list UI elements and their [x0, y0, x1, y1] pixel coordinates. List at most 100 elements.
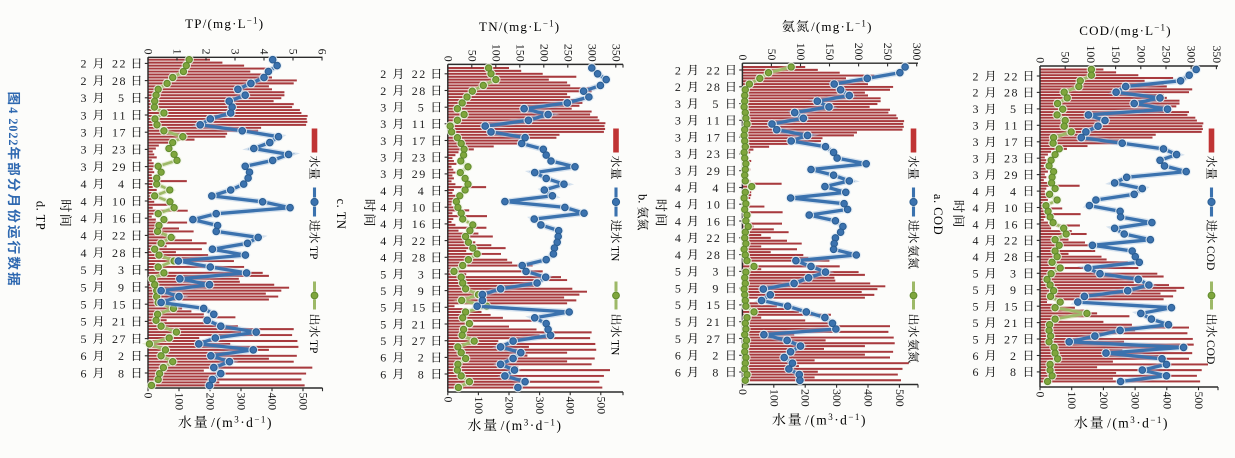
svg-text:1: 1 — [112, 108, 118, 122]
svg-text:4: 4 — [675, 214, 681, 228]
svg-text:TN/(mg·L−1): TN/(mg·L−1) — [479, 19, 560, 35]
svg-text:4: 4 — [973, 184, 979, 198]
svg-text:1: 1 — [120, 108, 126, 122]
svg-text:a. COD: a. COD — [931, 194, 945, 235]
svg-text:2: 2 — [112, 57, 118, 71]
svg-text:5: 5 — [675, 332, 681, 346]
svg-text:b.: b. — [636, 194, 650, 203]
svg-text:4: 4 — [675, 231, 681, 245]
svg-text:6: 6 — [675, 365, 681, 379]
svg-text:2: 2 — [706, 63, 712, 77]
svg-text:1: 1 — [412, 117, 418, 131]
svg-text:TP: TP — [307, 246, 319, 259]
svg-text:2: 2 — [706, 231, 712, 245]
svg-text:500: 500 — [1192, 392, 1206, 410]
svg-text:9: 9 — [712, 281, 718, 295]
svg-text:2: 2 — [412, 234, 418, 248]
svg-text:6: 6 — [316, 49, 330, 55]
svg-text:4: 4 — [418, 184, 424, 198]
svg-text:3: 3 — [120, 143, 126, 157]
svg-text:1: 1 — [1004, 119, 1010, 133]
svg-text:8: 8 — [714, 80, 720, 94]
svg-text:2: 2 — [675, 63, 681, 77]
svg-text:4: 4 — [675, 248, 681, 262]
svg-text:0: 0 — [441, 56, 455, 62]
svg-text:1: 1 — [1004, 201, 1010, 215]
svg-text:2: 2 — [706, 332, 712, 346]
svg-text:6: 6 — [973, 365, 979, 379]
svg-text:1: 1 — [112, 126, 118, 140]
svg-text:50: 50 — [465, 50, 479, 62]
svg-text:5: 5 — [714, 298, 720, 312]
svg-text:1: 1 — [419, 317, 425, 331]
svg-text:100: 100 — [489, 44, 503, 62]
svg-text:6: 6 — [973, 349, 979, 363]
svg-text:300: 300 — [1185, 45, 1199, 63]
svg-text:500: 500 — [893, 389, 907, 407]
svg-text:2: 2 — [412, 84, 418, 98]
svg-text:2: 2 — [675, 80, 681, 94]
svg-text:2: 2 — [112, 74, 118, 88]
svg-text:4: 4 — [675, 198, 681, 212]
svg-text:9: 9 — [418, 284, 424, 298]
svg-text:8: 8 — [418, 367, 424, 381]
svg-text:TN: TN — [609, 246, 621, 262]
svg-text:200: 200 — [503, 397, 517, 415]
svg-text:4: 4 — [6, 107, 20, 113]
svg-text:2: 2 — [1012, 234, 1018, 248]
svg-text:8: 8 — [1012, 250, 1018, 264]
svg-text:5: 5 — [81, 263, 87, 277]
svg-text:5: 5 — [973, 316, 979, 330]
svg-text:100: 100 — [472, 397, 486, 415]
svg-text:2: 2 — [120, 229, 126, 243]
svg-text:7: 7 — [419, 134, 425, 148]
svg-text:4: 4 — [380, 217, 386, 231]
svg-text:4: 4 — [81, 194, 87, 208]
svg-text:2: 2 — [714, 231, 720, 245]
svg-text:2: 2 — [706, 315, 712, 329]
svg-text:2: 2 — [120, 57, 126, 71]
svg-text:0: 0 — [142, 49, 156, 55]
svg-text:5: 5 — [118, 91, 124, 105]
svg-text:4: 4 — [81, 229, 87, 243]
svg-text:250: 250 — [881, 43, 895, 61]
svg-text:2: 2 — [412, 67, 418, 81]
svg-text:3: 3 — [973, 119, 979, 133]
svg-text:3: 3 — [714, 147, 720, 161]
svg-text:1: 1 — [171, 49, 185, 55]
svg-text:7: 7 — [419, 334, 425, 348]
svg-text:5: 5 — [675, 281, 681, 295]
svg-text:5: 5 — [287, 49, 301, 55]
svg-text:5: 5 — [380, 301, 386, 315]
svg-text:2: 2 — [1004, 234, 1010, 248]
svg-text:5: 5 — [973, 267, 979, 281]
svg-text:1: 1 — [412, 217, 418, 231]
svg-text:3: 3 — [81, 108, 87, 122]
svg-text:3: 3 — [419, 151, 425, 165]
svg-text:1: 1 — [1012, 119, 1018, 133]
svg-text:1: 1 — [412, 201, 418, 215]
svg-text:2: 2 — [112, 315, 118, 329]
svg-text:2: 2 — [6, 132, 20, 138]
svg-text:2: 2 — [712, 349, 718, 363]
svg-text:0: 0 — [736, 54, 750, 60]
svg-text:7: 7 — [1012, 135, 1018, 149]
svg-text:2: 2 — [706, 164, 712, 178]
svg-text:COD: COD — [1204, 340, 1216, 364]
svg-text:4: 4 — [81, 246, 87, 260]
svg-text:2: 2 — [1010, 349, 1016, 363]
svg-text:3: 3 — [712, 265, 718, 279]
svg-text:8: 8 — [120, 246, 126, 260]
svg-text:2: 2 — [118, 349, 124, 363]
svg-text:8: 8 — [419, 84, 425, 98]
svg-text:50: 50 — [1059, 51, 1073, 63]
svg-text:4: 4 — [973, 250, 979, 264]
svg-text:1: 1 — [714, 114, 720, 128]
svg-text:5: 5 — [973, 332, 979, 346]
svg-text:100: 100 — [173, 393, 187, 411]
svg-text:6: 6 — [675, 349, 681, 363]
svg-text:9: 9 — [1010, 283, 1016, 297]
svg-text:4: 4 — [973, 234, 979, 248]
svg-text:1: 1 — [1004, 135, 1010, 149]
svg-text:1: 1 — [706, 214, 712, 228]
